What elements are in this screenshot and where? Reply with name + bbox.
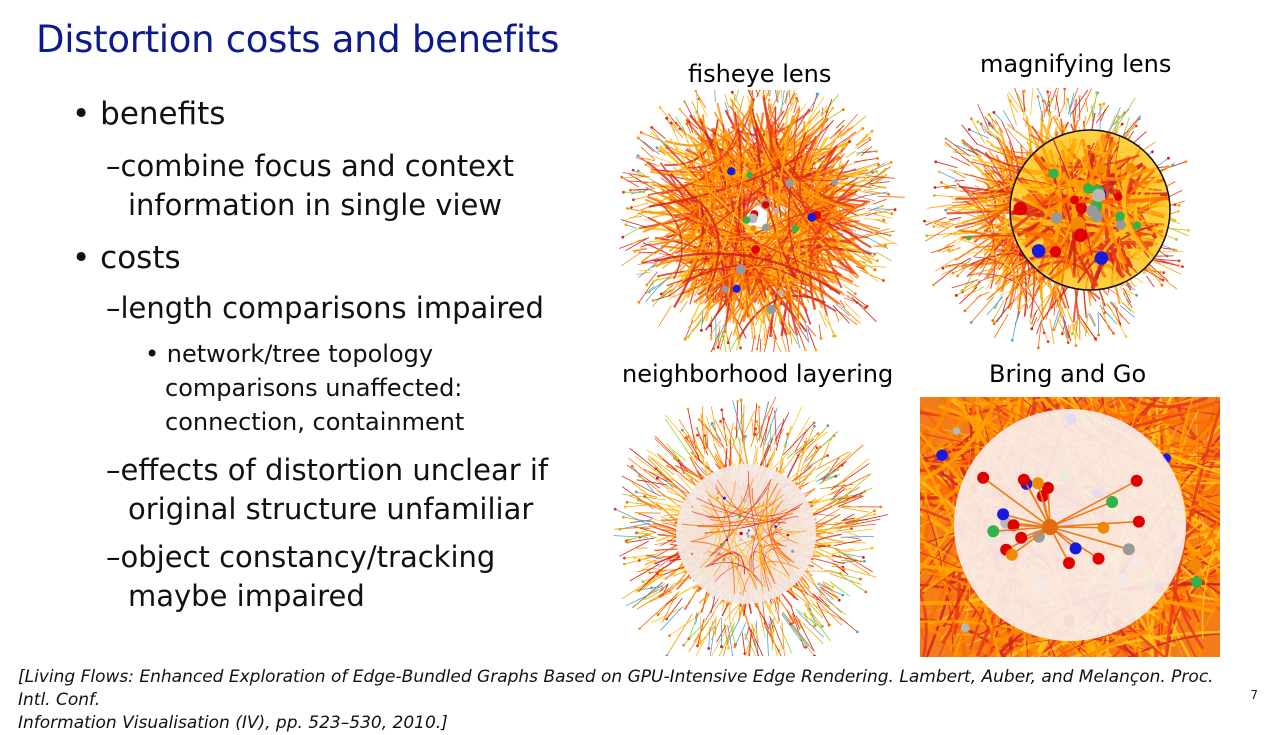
caption-magnifying-lens: magnifying lens	[980, 50, 1171, 78]
citation-line-2: Information Visualisation (IV), pp. 523–…	[18, 712, 1228, 735]
caption-fisheye-lens: fisheye lens	[688, 60, 831, 88]
sub-sub-bullet-topology-cont-1: comparisons unaffected:	[165, 374, 462, 402]
caption-neighborhood-layering: neighborhood layering	[622, 360, 893, 388]
bullet-list: • benefits –combine focus and context in…	[0, 0, 600, 640]
fisheye-lens-image	[608, 90, 908, 352]
sub-bullet-constancy-cont: maybe impaired	[128, 579, 365, 613]
page-number: 7	[1250, 688, 1258, 702]
citation: [Living Flows: Enhanced Exploration of E…	[18, 666, 1228, 735]
sub-bullet-length: –length comparisons impaired	[106, 291, 544, 325]
sub-sub-bullet-topology-cont-2: connection, containment	[165, 408, 464, 436]
neighborhood-layering-image	[578, 394, 908, 656]
sub-bullet-constancy: –object constancy/tracking	[106, 540, 495, 574]
sub-sub-bullet-topology: • network/tree topology	[145, 340, 433, 368]
bullet-benefits: • benefits	[72, 96, 225, 132]
sub-bullet-focus-context: –combine focus and context	[106, 149, 514, 183]
caption-bring-and-go: Bring and Go	[989, 360, 1146, 388]
bring-and-go-image	[920, 397, 1220, 657]
bullet-costs: • costs	[72, 240, 181, 276]
sub-bullet-focus-context-cont: information in single view	[128, 188, 502, 222]
citation-line-1: [Living Flows: Enhanced Exploration of E…	[18, 666, 1228, 712]
sub-bullet-distortion: –effects of distortion unclear if	[106, 453, 548, 487]
sub-bullet-distortion-cont: original structure unfamiliar	[128, 492, 533, 526]
magnifying-lens-image	[908, 88, 1198, 350]
